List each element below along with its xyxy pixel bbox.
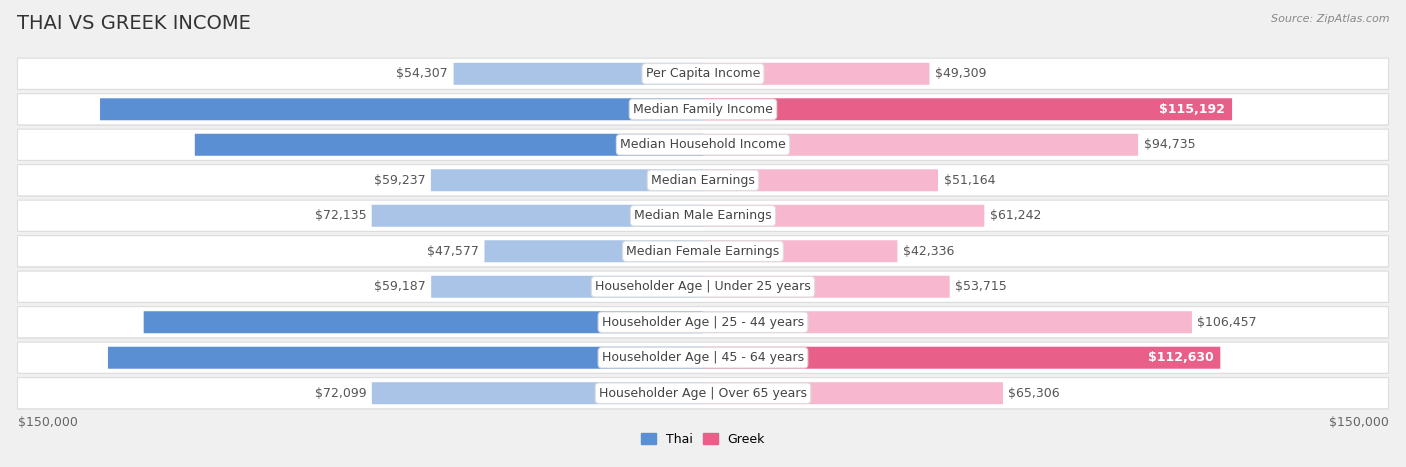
Text: Median Female Earnings: Median Female Earnings [627, 245, 779, 258]
FancyBboxPatch shape [703, 98, 1232, 120]
Text: $115,192: $115,192 [1160, 103, 1225, 116]
FancyBboxPatch shape [17, 343, 1389, 374]
FancyBboxPatch shape [432, 276, 703, 298]
FancyBboxPatch shape [703, 169, 938, 191]
Text: Householder Age | 45 - 64 years: Householder Age | 45 - 64 years [602, 351, 804, 364]
Text: $72,099: $72,099 [315, 387, 367, 400]
FancyBboxPatch shape [371, 205, 703, 227]
Text: $150,000: $150,000 [17, 416, 77, 429]
Text: $94,735: $94,735 [1143, 138, 1195, 151]
Text: $150,000: $150,000 [1329, 416, 1389, 429]
Text: $47,577: $47,577 [427, 245, 479, 258]
Text: $54,307: $54,307 [396, 67, 449, 80]
FancyBboxPatch shape [703, 382, 1002, 404]
Text: Median Family Income: Median Family Income [633, 103, 773, 116]
FancyBboxPatch shape [485, 240, 703, 262]
Text: $106,457: $106,457 [1198, 316, 1257, 329]
FancyBboxPatch shape [703, 276, 949, 298]
FancyBboxPatch shape [17, 58, 1389, 89]
Text: THAI VS GREEK INCOME: THAI VS GREEK INCOME [17, 14, 250, 33]
FancyBboxPatch shape [17, 94, 1389, 126]
Text: Householder Age | Under 25 years: Householder Age | Under 25 years [595, 280, 811, 293]
FancyBboxPatch shape [17, 271, 1389, 302]
Text: $112,630: $112,630 [1147, 351, 1213, 364]
FancyBboxPatch shape [17, 129, 1389, 160]
FancyBboxPatch shape [195, 134, 703, 156]
FancyBboxPatch shape [430, 169, 703, 191]
FancyBboxPatch shape [17, 165, 1389, 196]
Text: $131,281: $131,281 [28, 103, 94, 116]
FancyBboxPatch shape [17, 307, 1389, 339]
Text: $121,778: $121,778 [28, 316, 94, 329]
Text: $61,242: $61,242 [990, 209, 1042, 222]
FancyBboxPatch shape [703, 205, 984, 227]
Text: Householder Age | Over 65 years: Householder Age | Over 65 years [599, 387, 807, 400]
Text: Householder Age | 25 - 44 years: Householder Age | 25 - 44 years [602, 316, 804, 329]
FancyBboxPatch shape [703, 134, 1137, 156]
Text: $59,237: $59,237 [374, 174, 426, 187]
FancyBboxPatch shape [703, 311, 1192, 333]
FancyBboxPatch shape [371, 382, 703, 404]
FancyBboxPatch shape [17, 165, 1389, 197]
FancyBboxPatch shape [17, 59, 1389, 90]
Text: Median Household Income: Median Household Income [620, 138, 786, 151]
FancyBboxPatch shape [143, 311, 703, 333]
FancyBboxPatch shape [703, 347, 1220, 369]
Text: $72,135: $72,135 [315, 209, 366, 222]
FancyBboxPatch shape [17, 342, 1389, 373]
Text: Source: ZipAtlas.com: Source: ZipAtlas.com [1271, 14, 1389, 24]
Text: Per Capita Income: Per Capita Income [645, 67, 761, 80]
FancyBboxPatch shape [108, 347, 703, 369]
FancyBboxPatch shape [703, 240, 897, 262]
Text: Median Earnings: Median Earnings [651, 174, 755, 187]
FancyBboxPatch shape [17, 200, 1389, 231]
Text: $49,309: $49,309 [935, 67, 987, 80]
FancyBboxPatch shape [17, 201, 1389, 232]
FancyBboxPatch shape [454, 63, 703, 85]
Text: $129,560: $129,560 [28, 351, 94, 364]
Text: $59,187: $59,187 [374, 280, 426, 293]
Text: $65,306: $65,306 [1008, 387, 1060, 400]
FancyBboxPatch shape [17, 236, 1389, 267]
FancyBboxPatch shape [703, 63, 929, 85]
Legend: Thai, Greek: Thai, Greek [636, 428, 770, 451]
FancyBboxPatch shape [17, 307, 1389, 338]
Text: $51,164: $51,164 [943, 174, 995, 187]
FancyBboxPatch shape [17, 378, 1389, 410]
FancyBboxPatch shape [17, 378, 1389, 409]
Text: $53,715: $53,715 [955, 280, 1007, 293]
FancyBboxPatch shape [17, 130, 1389, 161]
Text: $42,336: $42,336 [903, 245, 955, 258]
Text: Median Male Earnings: Median Male Earnings [634, 209, 772, 222]
FancyBboxPatch shape [100, 98, 703, 120]
FancyBboxPatch shape [17, 236, 1389, 268]
FancyBboxPatch shape [17, 272, 1389, 303]
FancyBboxPatch shape [17, 94, 1389, 125]
Text: $110,648: $110,648 [28, 138, 94, 151]
